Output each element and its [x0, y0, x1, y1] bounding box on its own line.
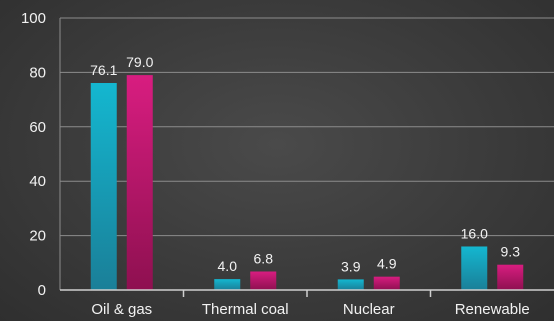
- bar-series-1: [337, 279, 364, 290]
- bars: [90, 75, 524, 291]
- data-label: 16.0: [461, 225, 488, 241]
- data-label: 4.9: [377, 256, 397, 272]
- x-axis: [60, 289, 554, 297]
- bar-series-2: [497, 264, 524, 290]
- y-tick-label: 100: [21, 10, 46, 27]
- data-label: 3.9: [341, 258, 361, 274]
- y-axis-ticks: 0 20 40 60 80 100: [21, 10, 46, 299]
- category-label: Thermal coal: [202, 301, 289, 318]
- category-label: Nuclear: [343, 301, 395, 318]
- data-label: 6.8: [254, 251, 274, 267]
- bar-series-2: [126, 75, 153, 291]
- bar-series-2: [250, 271, 277, 290]
- data-labels: 76.1 79.0 4.0 6.8 3.9 4.9 16.0 9.3: [90, 54, 520, 274]
- bar-series-2: [373, 276, 400, 290]
- y-tick-label: 60: [29, 119, 46, 136]
- data-label: 76.1: [90, 62, 117, 78]
- bar-series-1: [90, 83, 117, 291]
- y-tick-label: 40: [29, 173, 46, 190]
- category-labels: Oil & gas Thermal coal Nuclear Renewable: [91, 301, 529, 318]
- bar-series-1: [214, 279, 241, 290]
- data-label: 4.0: [218, 258, 238, 274]
- data-label: 79.0: [126, 54, 153, 70]
- bar-series-1: [461, 246, 488, 290]
- category-label: Renewable: [455, 301, 530, 318]
- y-tick-label: 0: [38, 282, 46, 299]
- data-label: 9.3: [501, 244, 521, 260]
- y-tick-label: 20: [29, 228, 46, 245]
- category-label: Oil & gas: [91, 301, 152, 318]
- y-tick-label: 80: [29, 64, 46, 81]
